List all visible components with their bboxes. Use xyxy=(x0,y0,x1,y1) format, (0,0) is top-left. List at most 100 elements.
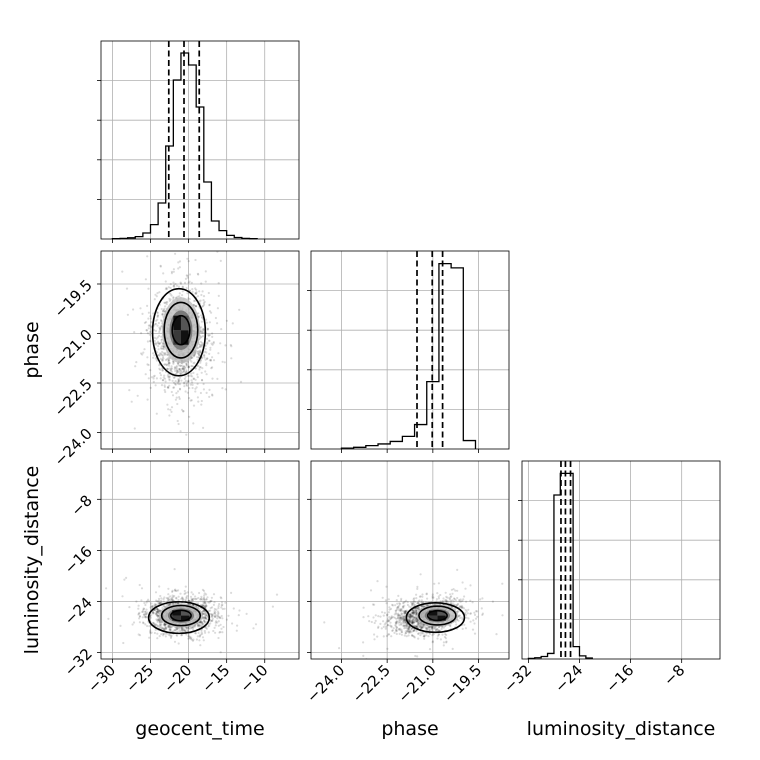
scatter-point xyxy=(195,597,198,601)
scatter-point xyxy=(419,631,422,635)
scatter-point xyxy=(190,591,193,594)
scatter-point xyxy=(221,387,224,390)
scatter-point xyxy=(400,631,403,634)
scatter-point xyxy=(179,370,182,373)
scatter-point xyxy=(133,427,136,430)
scatter-point xyxy=(425,634,428,637)
scatter-point xyxy=(436,634,439,637)
scatter-point xyxy=(144,616,147,619)
scatter-point xyxy=(186,594,189,598)
scatter-point xyxy=(174,380,177,383)
geocent_time-vs-phase-density-block xyxy=(180,330,189,345)
scatter-point xyxy=(439,593,442,597)
scatter-point xyxy=(175,589,178,593)
scatter-point xyxy=(152,380,155,383)
scatter-point xyxy=(152,375,155,378)
scatter-point xyxy=(185,371,188,374)
scatter-point xyxy=(448,598,452,601)
scatter-point xyxy=(174,588,177,591)
scatter-point xyxy=(160,354,163,357)
scatter-point xyxy=(170,390,173,394)
scatter-point xyxy=(473,611,476,614)
scatter-point xyxy=(187,374,190,377)
scatter-point xyxy=(182,597,185,601)
scatter-point xyxy=(445,600,448,603)
scatter-point xyxy=(460,604,463,608)
scatter-point xyxy=(192,625,196,628)
scatter-point xyxy=(371,603,375,606)
scatter-point xyxy=(170,370,173,373)
scatter-point xyxy=(175,392,178,395)
scatter-point xyxy=(208,601,211,604)
scatter-point xyxy=(168,626,171,629)
scatter-point xyxy=(209,606,212,610)
scatter-point xyxy=(152,612,155,615)
xlabel-luminosity-distance: luminosity_distance xyxy=(527,718,716,740)
scatter-point xyxy=(153,354,156,357)
scatter-point xyxy=(431,627,434,631)
scatter-point xyxy=(167,376,170,379)
scatter-point xyxy=(191,626,194,629)
scatter-point xyxy=(163,389,166,392)
scatter-point xyxy=(178,295,181,298)
scatter-point xyxy=(168,634,171,637)
scatter-point xyxy=(249,496,251,498)
scatter-point xyxy=(154,322,158,325)
scatter-point xyxy=(460,605,463,609)
scatter-point xyxy=(407,615,410,618)
scatter-point xyxy=(408,613,411,616)
phase-vs-luminosity_distance-contour xyxy=(418,605,457,626)
scatter-point xyxy=(197,273,200,276)
scatter-point xyxy=(155,599,158,602)
scatter-point xyxy=(118,667,120,669)
scatter-point xyxy=(405,622,408,626)
hist-phase xyxy=(307,250,510,453)
scatter-point xyxy=(185,627,188,630)
scatter-point xyxy=(189,383,192,386)
scatter-point xyxy=(403,624,406,628)
scatter-point xyxy=(397,613,400,617)
scatter-point xyxy=(415,609,418,612)
scatter-point xyxy=(443,599,446,602)
scatter-point xyxy=(198,345,201,349)
scatter-point xyxy=(210,599,213,603)
scatter-point xyxy=(169,298,172,301)
scatter-point xyxy=(164,288,167,291)
scatter-point xyxy=(194,292,197,295)
scatter-point xyxy=(186,380,190,383)
scatter-point xyxy=(147,377,150,380)
scatter-point xyxy=(410,611,413,614)
scatter-point xyxy=(377,626,380,630)
geocent_time-vs-phase-ytick-label: −21.0 xyxy=(51,326,96,371)
scatter-point xyxy=(170,596,173,599)
scatter-point xyxy=(200,331,204,335)
scatter-point xyxy=(442,641,445,644)
scatter-point xyxy=(181,596,184,599)
scatter-point xyxy=(176,362,179,365)
scatter-point xyxy=(409,629,412,632)
scatter-point xyxy=(398,623,401,627)
scatter-point xyxy=(419,595,422,598)
scatter-point xyxy=(399,619,403,622)
scatter-point xyxy=(410,627,413,631)
scatter-point xyxy=(157,619,160,622)
scatter-point xyxy=(194,632,197,635)
scatter-point xyxy=(190,364,193,368)
scatter-point xyxy=(175,628,178,631)
scatter-point xyxy=(403,619,406,622)
scatter-point xyxy=(148,630,152,634)
scatter-point xyxy=(204,347,207,350)
scatter-point xyxy=(362,606,365,609)
scatter-point xyxy=(187,281,190,284)
geocent_time-vs-luminosity_distance-contour xyxy=(160,604,202,627)
scatter-point xyxy=(164,363,167,366)
scatter-point xyxy=(213,612,216,615)
geocent_time-vs-phase-contour xyxy=(151,287,207,377)
scatter-point xyxy=(195,305,198,308)
scatter-point xyxy=(205,598,208,601)
scatter-point xyxy=(420,601,423,604)
scatter-point xyxy=(192,626,195,629)
scatter-point xyxy=(433,627,436,630)
scatter-point xyxy=(398,617,402,620)
scatter-point xyxy=(154,603,157,606)
